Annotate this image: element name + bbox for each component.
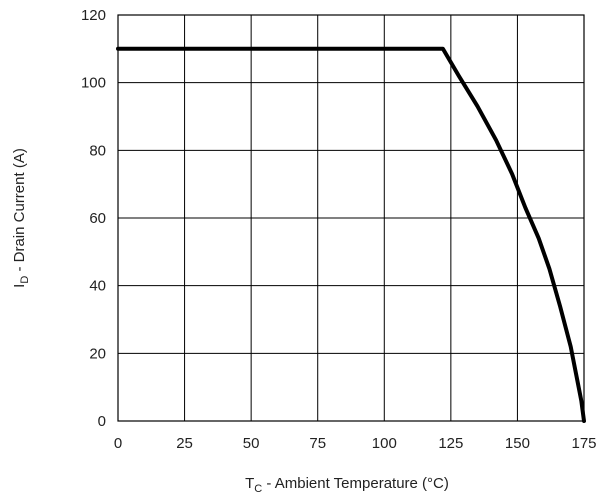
x-axis-label-sub: C	[254, 483, 262, 495]
x-tick-labels: 0 25 50 75 100 125 150 175	[114, 435, 597, 452]
x-tick-label: 50	[243, 435, 260, 452]
x-tick-label: 0	[114, 435, 122, 452]
y-tick-labels: 0 20 40 60 80 100 120	[81, 7, 106, 430]
x-tick-label: 125	[438, 435, 463, 452]
series-line-drain-current	[116, 46, 586, 423]
y-axis-label-rest: - Drain Current (A)	[11, 148, 28, 276]
x-tick-label: 175	[571, 435, 596, 452]
y-tick-label: 60	[89, 210, 106, 227]
x-axis-label: TC - Ambient Temperature (°C)	[245, 475, 449, 495]
grid	[118, 15, 584, 421]
y-tick-label: 80	[89, 142, 106, 159]
y-axis-label-main: I	[11, 284, 28, 288]
y-tick-label: 120	[81, 7, 106, 24]
y-tick-label: 20	[89, 345, 106, 362]
x-axis-label-main: T	[245, 475, 254, 492]
y-axis-label-sub: D	[19, 276, 31, 284]
y-axis-label: ID - Drain Current (A)	[11, 148, 31, 288]
y-tick-label: 0	[98, 413, 106, 430]
x-tick-label: 25	[176, 435, 193, 452]
x-tick-label: 150	[505, 435, 530, 452]
x-tick-label: 75	[309, 435, 326, 452]
x-axis-label-rest: - Ambient Temperature (°C)	[262, 475, 449, 492]
y-tick-label: 100	[81, 75, 106, 92]
x-tick-label: 100	[372, 435, 397, 452]
y-tick-label: 40	[89, 278, 106, 295]
plot-frame	[117, 14, 585, 422]
